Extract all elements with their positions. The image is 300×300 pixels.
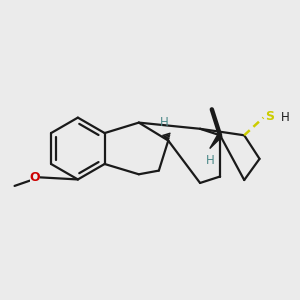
Text: S: S: [266, 110, 274, 123]
Text: H: H: [281, 111, 290, 124]
Polygon shape: [210, 134, 222, 148]
Text: H: H: [206, 154, 214, 167]
Text: O: O: [30, 171, 40, 184]
Text: H: H: [160, 116, 169, 129]
